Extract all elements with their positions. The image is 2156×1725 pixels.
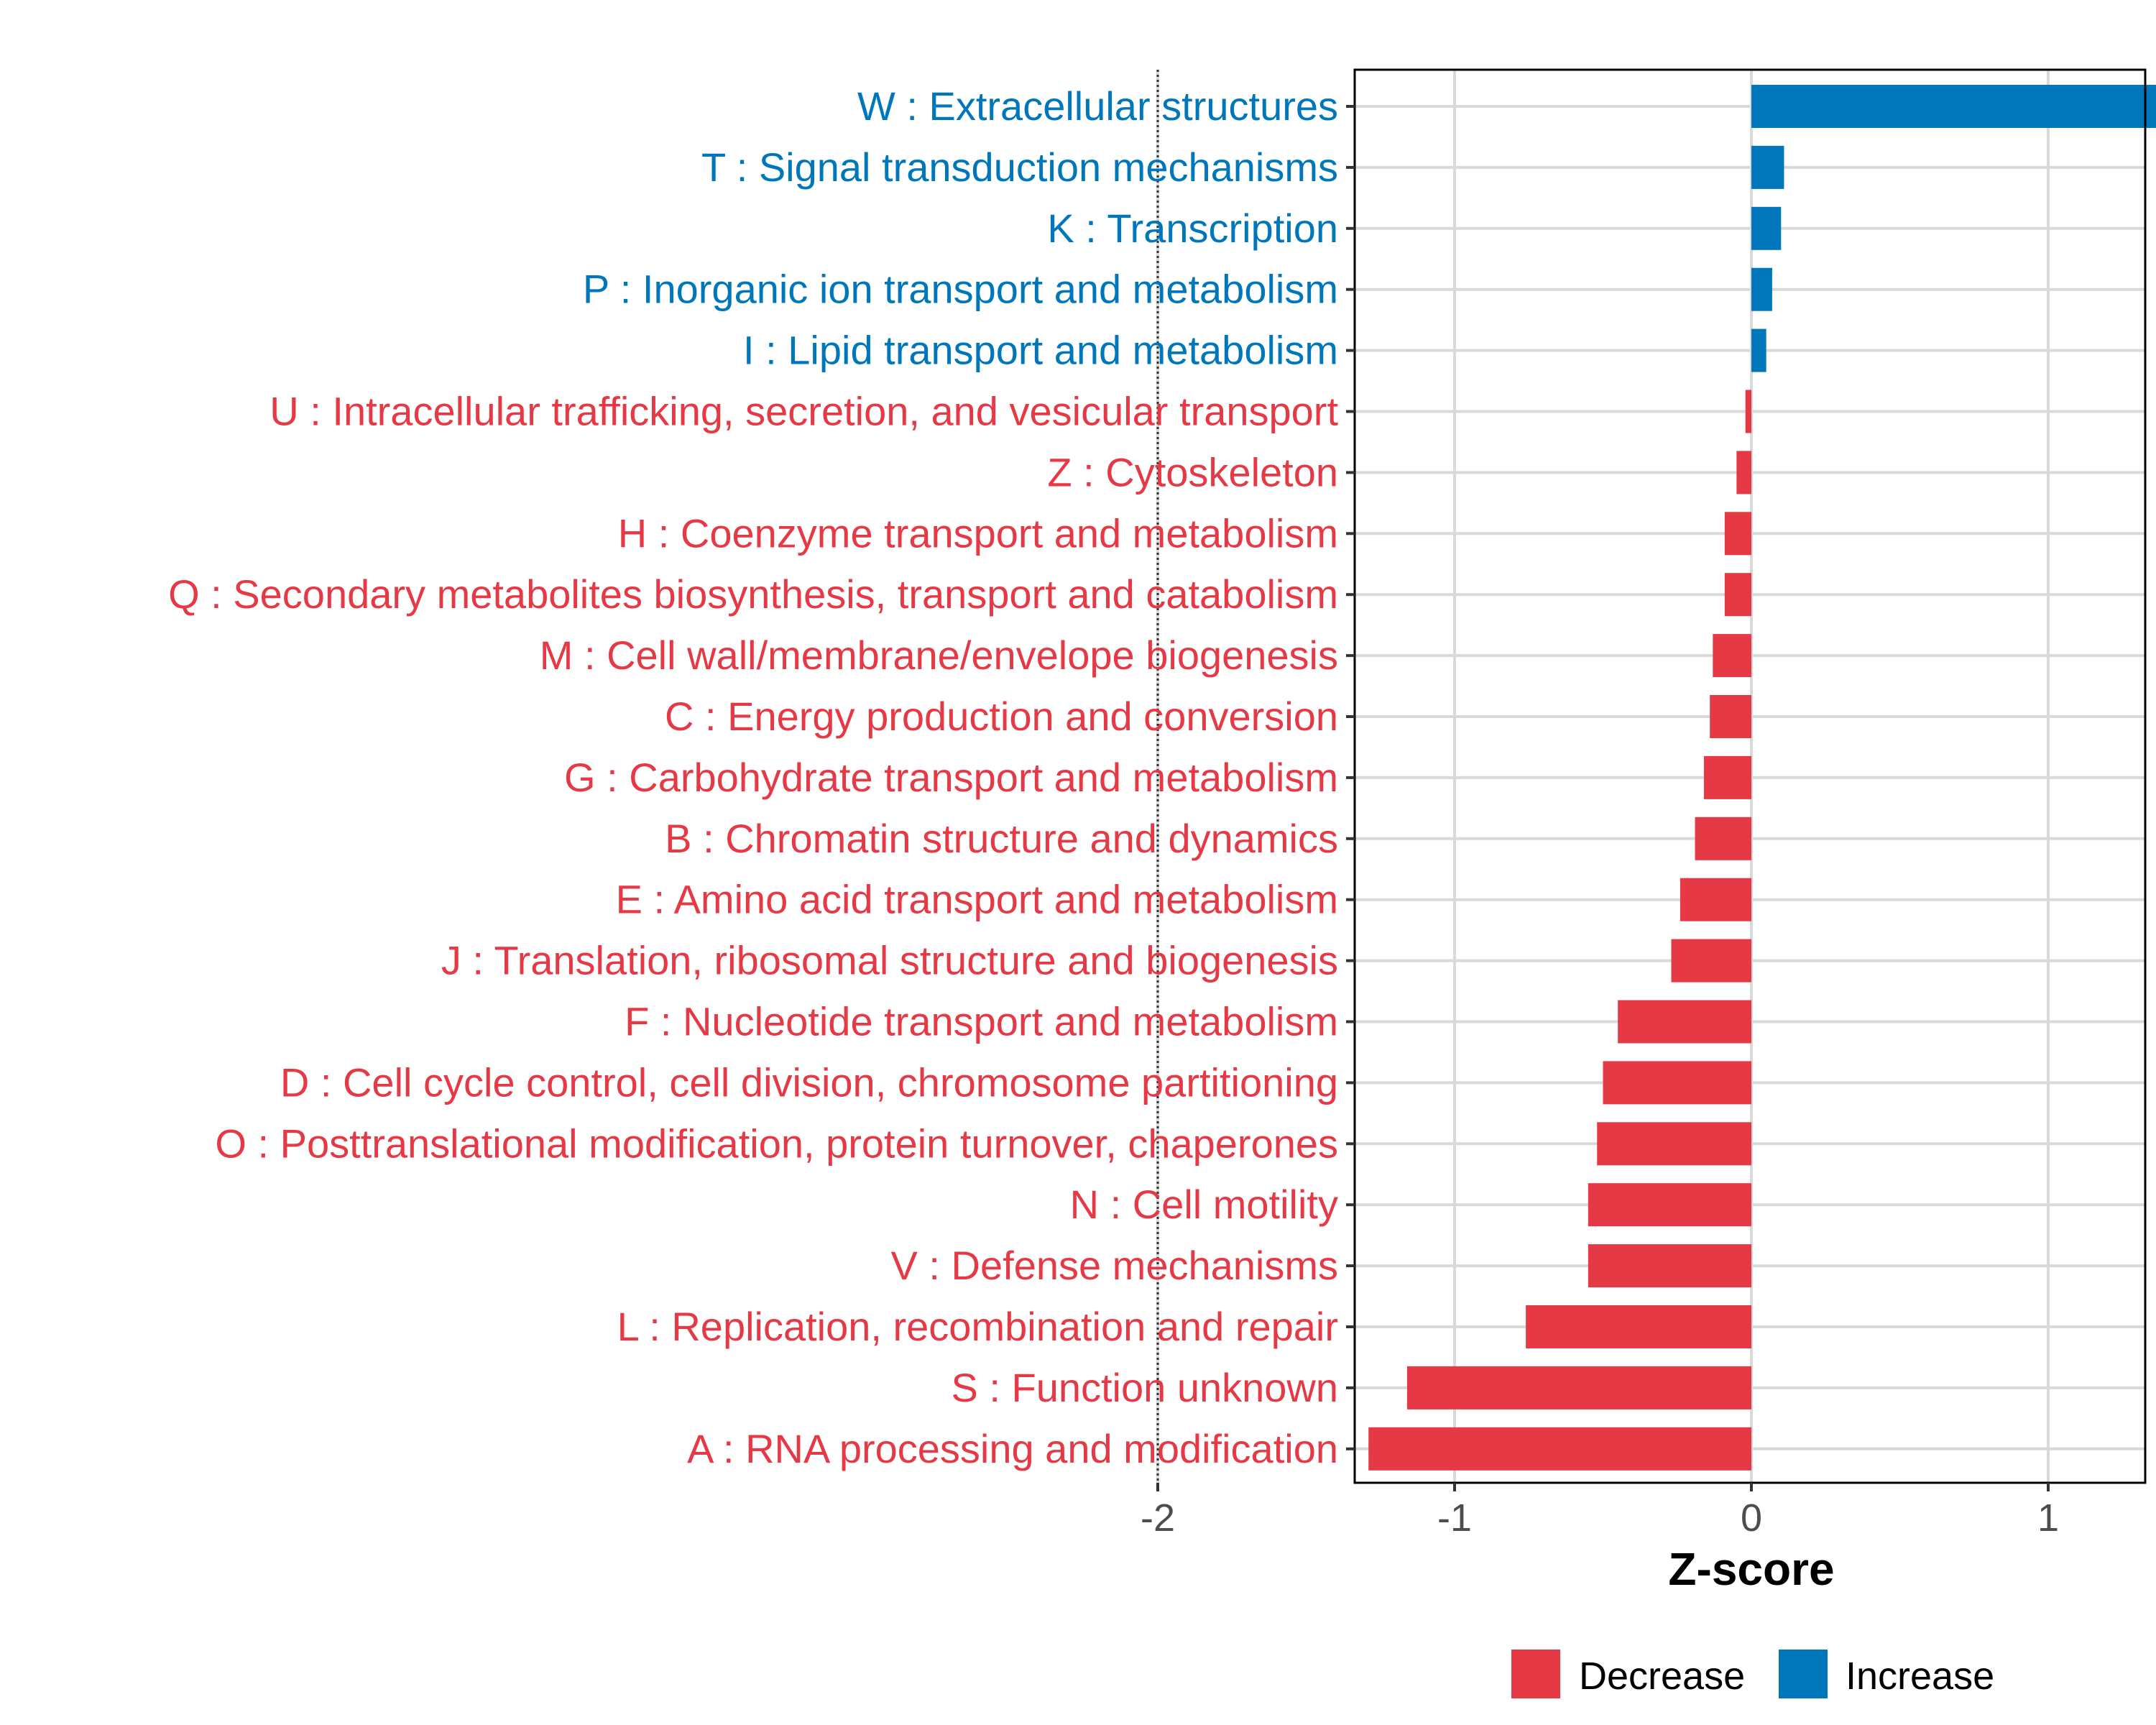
- x-tick-label: -1: [1437, 1496, 1472, 1540]
- bar: [1736, 451, 1751, 494]
- bar: [1671, 939, 1751, 983]
- category-label: V : Defense mechanisms: [891, 1243, 1338, 1288]
- bar: [1618, 1000, 1751, 1044]
- bar: [1713, 634, 1751, 678]
- legend-swatch-decrease: [1511, 1650, 1560, 1698]
- bar: [1588, 1183, 1751, 1227]
- bar: [1603, 1061, 1751, 1105]
- bar: [1588, 1244, 1751, 1288]
- category-label: Q : Secondary metabolites biosynthesis, …: [168, 571, 1338, 617]
- category-label: G : Carbohydrate transport and metabolis…: [564, 755, 1338, 800]
- bar: [1751, 85, 2156, 128]
- x-tick-labels: -2-1012: [1141, 1496, 2059, 1540]
- category-label: N : Cell motility: [1070, 1182, 1338, 1227]
- legend-label-increase: Increase: [1846, 1655, 1994, 1698]
- bar: [1368, 1427, 1751, 1471]
- bar: [1406, 1366, 1751, 1409]
- category-label: B : Chromatin structure and dynamics: [665, 816, 1338, 861]
- category-label: A : RNA processing and modification: [687, 1426, 1338, 1471]
- x-tick-label: 0: [1741, 1496, 1762, 1540]
- category-label: C : Energy production and conversion: [665, 694, 1338, 739]
- category-label: K : Transcription: [1047, 206, 1338, 251]
- bar: [1751, 206, 1782, 250]
- category-label: S : Function unknown: [951, 1365, 1338, 1410]
- category-label: H : Coenzyme transport and metabolism: [618, 510, 1338, 556]
- category-label: W : Extracellular structures: [857, 83, 1338, 129]
- category-label: M : Cell wall/membrane/envelope biogenes…: [540, 632, 1338, 678]
- bar: [1710, 695, 1751, 738]
- x-tick-label: -2: [1141, 1496, 1175, 1540]
- x-tick-label: 1: [2037, 1496, 2059, 1540]
- bar: [1680, 878, 1751, 921]
- category-label: T : Signal transduction mechanisms: [701, 144, 1338, 190]
- legend: Decrease Increase: [1511, 1650, 1994, 1698]
- bar: [1751, 145, 1784, 189]
- category-label: F : Nucleotide transport and metabolism: [625, 999, 1338, 1044]
- category-label: P : Inorganic ion transport and metaboli…: [583, 267, 1338, 312]
- category-label: I : Lipid transport and metabolism: [743, 328, 1338, 373]
- x-axis-title: Z-score: [1668, 1543, 1834, 1595]
- category-label: E : Amino acid transport and metabolism: [616, 877, 1338, 922]
- bar: [1724, 512, 1751, 556]
- category-label: L : Replication, recombination and repai…: [617, 1304, 1338, 1349]
- bar: [1724, 573, 1751, 617]
- legend-swatch-increase: [1779, 1650, 1828, 1698]
- legend-label-decrease: Decrease: [1579, 1655, 1745, 1698]
- category-label: Z : Cytoskeleton: [1047, 449, 1338, 494]
- bar: [1751, 328, 1766, 372]
- category-label: J : Translation, ribosomal structure and…: [441, 938, 1338, 983]
- bar: [1703, 755, 1751, 799]
- category-label: D : Cell cycle control, cell division, c…: [280, 1059, 1338, 1105]
- category-label: U : Intracellular trafficking, secretion…: [270, 389, 1338, 434]
- bar: [1597, 1122, 1751, 1166]
- category-label: O : Posttranslational modification, prot…: [215, 1121, 1338, 1166]
- bar: [1526, 1305, 1751, 1348]
- bars-layer: [1368, 85, 2156, 1471]
- category-labels: W : Extracellular structures T : Signal t…: [168, 83, 1338, 1471]
- bar: [1751, 267, 1772, 311]
- bar: [1695, 816, 1751, 860]
- bar: [1745, 390, 1751, 433]
- ticks-layer: [1156, 105, 2050, 1491]
